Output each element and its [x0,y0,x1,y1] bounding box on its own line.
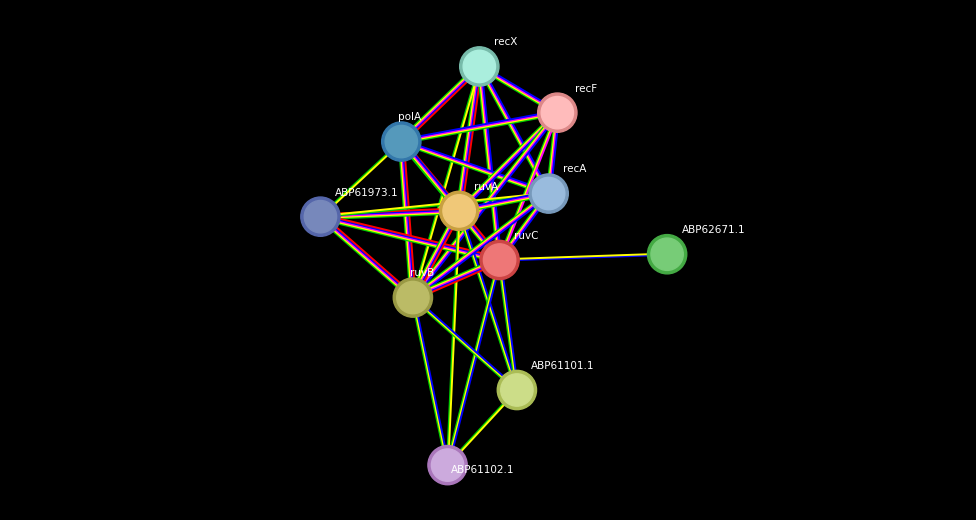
Circle shape [301,197,340,236]
Text: ABP61973.1: ABP61973.1 [335,188,398,198]
Circle shape [529,174,568,213]
Circle shape [541,97,574,129]
Circle shape [443,194,475,227]
Text: ABP61101.1: ABP61101.1 [531,361,594,371]
Circle shape [382,122,421,161]
Text: ABP61102.1: ABP61102.1 [451,465,514,475]
Circle shape [396,281,429,314]
Circle shape [533,177,565,210]
Circle shape [464,50,496,83]
Circle shape [480,240,519,280]
Circle shape [460,47,499,86]
Circle shape [393,278,432,317]
Text: ruvC: ruvC [514,231,539,241]
Circle shape [538,93,577,132]
Text: polA: polA [398,112,422,123]
Circle shape [501,374,533,406]
Circle shape [647,235,687,274]
Text: ABP62671.1: ABP62671.1 [681,225,746,235]
Text: ruvB: ruvB [410,268,434,279]
Circle shape [483,244,515,276]
Text: recA: recA [563,164,587,175]
Circle shape [439,191,479,230]
Circle shape [651,238,683,270]
Circle shape [497,370,537,410]
Circle shape [386,125,418,158]
Text: recX: recX [494,37,517,47]
Circle shape [427,446,468,485]
Text: ruvA: ruvA [473,182,498,192]
Circle shape [305,201,337,233]
Circle shape [431,449,464,482]
Text: recF: recF [575,84,596,94]
